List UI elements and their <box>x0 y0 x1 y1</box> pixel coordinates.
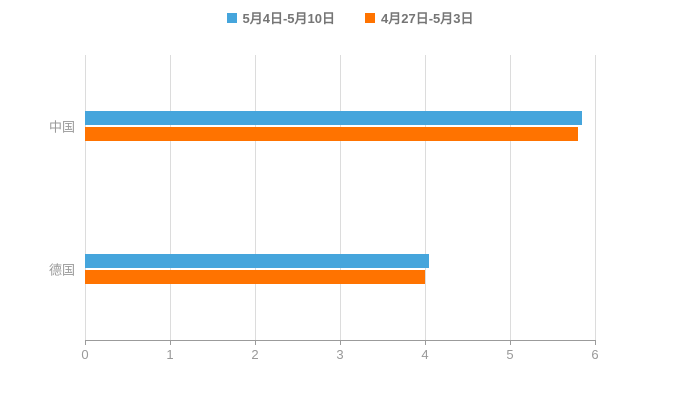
x-tick-label: 2 <box>251 347 259 362</box>
axis-tick <box>170 340 171 345</box>
axis-tick <box>595 340 596 345</box>
axis-tick <box>85 340 86 345</box>
legend-label: 4月27日-5月3日 <box>381 11 474 26</box>
gridline <box>595 55 596 340</box>
axis-tick <box>340 340 341 345</box>
axis-tick <box>425 340 426 345</box>
gridline <box>340 55 341 340</box>
bar-china-series1[interactable] <box>85 111 583 126</box>
x-tick-label: 4 <box>421 347 429 362</box>
x-tick-label: 6 <box>591 347 599 362</box>
gridline <box>425 55 426 340</box>
legend: 5月4日-5月10日 4月27日-5月3日 <box>0 8 700 27</box>
bar-germany-series2[interactable] <box>85 269 425 284</box>
bar-china-series2[interactable] <box>85 127 578 142</box>
x-tick-label: 5 <box>506 347 514 362</box>
x-tick-label: 1 <box>166 347 174 362</box>
legend-item[interactable]: 5月4日-5月10日 <box>226 8 335 27</box>
gridline <box>510 55 511 340</box>
gridline <box>255 55 256 340</box>
axis-tick <box>255 340 256 345</box>
legend-item[interactable]: 4月27日-5月3日 <box>365 8 473 27</box>
x-tick-label: 3 <box>336 347 344 362</box>
x-tick-label: 0 <box>81 347 89 362</box>
legend-swatch-icon <box>226 12 237 23</box>
legend-label: 5月4日-5月10日 <box>242 11 335 26</box>
y-category-label: 中国 <box>48 119 75 135</box>
bar-germany-series1[interactable] <box>85 253 430 268</box>
gridline <box>85 55 86 340</box>
gridline <box>170 55 171 340</box>
legend-swatch-icon <box>365 12 375 23</box>
plot-area: 0 1 2 3 4 5 6 中国德国 <box>49 55 599 362</box>
axis-tick <box>510 340 511 345</box>
y-category-label: 德国 <box>48 262 75 278</box>
